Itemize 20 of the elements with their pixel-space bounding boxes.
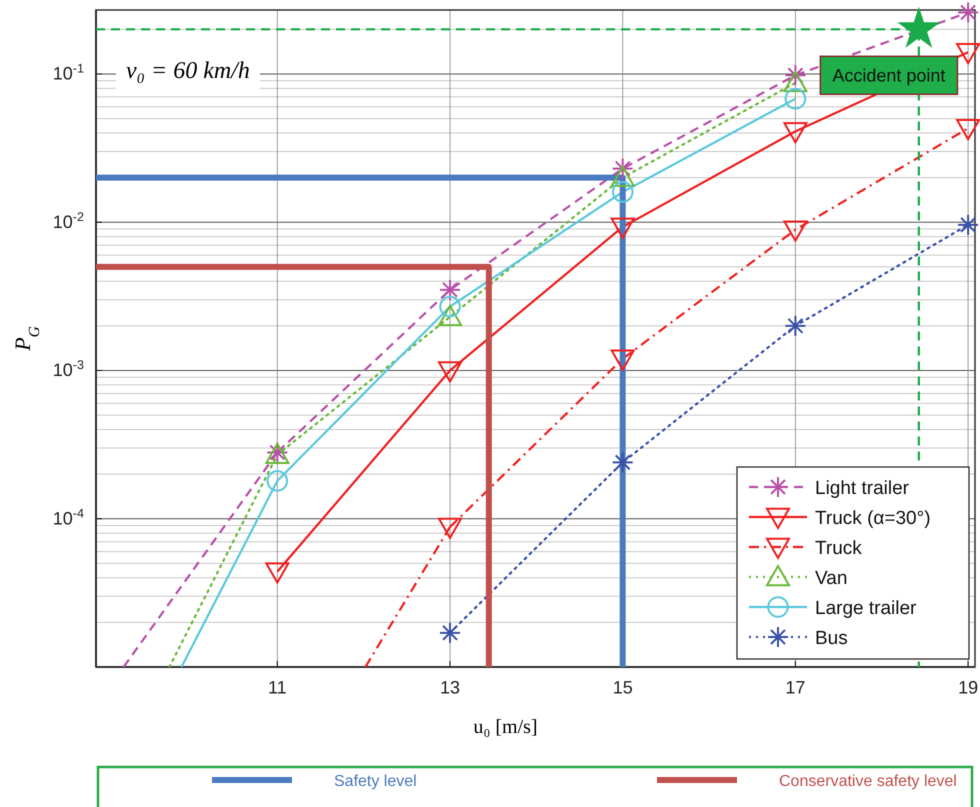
text: Safety level [334, 773, 417, 790]
x-tick-label: 17 [785, 677, 806, 698]
legend-label: Light trailer [815, 478, 910, 499]
x-tick-label: 19 [958, 677, 978, 698]
legend-label: Large trailer [815, 598, 918, 619]
legend-label: Van [815, 568, 848, 589]
x-tick-label: 11 [268, 677, 287, 698]
legend-label: Bus [815, 628, 848, 649]
annotation: Accident point [832, 65, 946, 86]
x-tick-label: 13 [440, 677, 460, 698]
y-tick-label: 10$^{-3}$ [52, 358, 84, 380]
legend-label: Truck [815, 538, 862, 559]
y-tick-label: 10$^{-2}$ [52, 210, 84, 232]
x-tick-label: 15 [612, 677, 633, 698]
annotation: v₀ = 60 km/h [126, 58, 250, 84]
text: Conservative safety level [779, 773, 957, 790]
y-tick-label: 10$^{-1}$ [52, 62, 84, 84]
y-tick-label: 10$^{-4}$ [52, 506, 84, 528]
legend-label: Truck (α=30°) [815, 508, 931, 529]
x-axis-title: u₀ [m/s] [473, 716, 538, 738]
